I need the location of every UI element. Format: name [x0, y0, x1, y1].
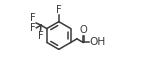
Text: F: F — [30, 13, 36, 23]
Text: OH: OH — [89, 37, 106, 47]
Text: F: F — [30, 23, 36, 33]
Text: F: F — [38, 31, 43, 41]
Text: O: O — [80, 25, 88, 36]
Text: F: F — [56, 5, 62, 15]
